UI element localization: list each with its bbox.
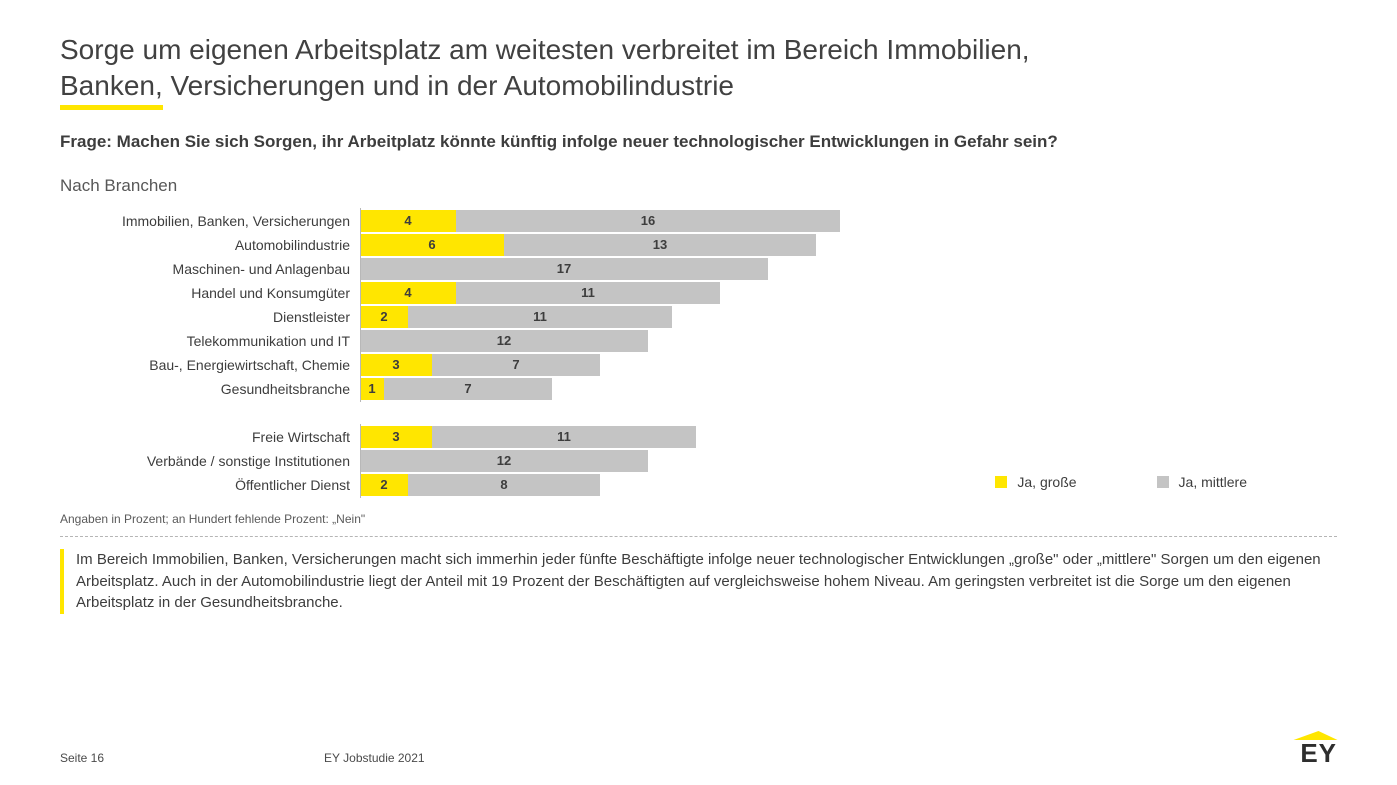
bar-wrap: 12 (360, 330, 648, 352)
summary-accent-bar (60, 549, 64, 614)
bar-wrap: 28 (360, 474, 600, 496)
bar-wrap: 613 (360, 234, 816, 256)
chart-row: Immobilien, Banken, Versicherungen416 (60, 210, 1337, 232)
chart-row: Dienstleister211 (60, 306, 1337, 328)
bar-segment-ja-grosse: 2 (360, 306, 408, 328)
section-divider (60, 536, 1337, 537)
axis-tick (360, 472, 361, 498)
chart-row: Bau-, Energiewirtschaft, Chemie37 (60, 354, 1337, 376)
bar-wrap: 17 (360, 378, 552, 400)
title-line1: Sorge um eigenen Arbeitsplatz am weitest… (60, 34, 1030, 65)
axis-tick (360, 304, 361, 330)
bar-segment-ja-mittlere: 7 (384, 378, 552, 400)
row-label: Telekommunikation und IT (60, 333, 360, 349)
row-label: Handel und Konsumgüter (60, 285, 360, 301)
ey-logo: EY (1293, 731, 1337, 765)
title-line2-underlined: Banken, (60, 68, 163, 109)
row-label: Dienstleister (60, 309, 360, 325)
chart-area: Immobilien, Banken, Versicherungen416Aut… (60, 210, 1337, 496)
bar-segment-ja-mittlere: 12 (360, 330, 648, 352)
chart-row: Verbände / sonstige Institutionen12 (60, 450, 1337, 472)
bar-segment-ja-mittlere: 8 (408, 474, 600, 496)
legend-swatch-icon (995, 476, 1007, 488)
bar-segment-ja-mittlere: 17 (360, 258, 768, 280)
axis-tick (360, 232, 361, 258)
row-label: Maschinen- und Anlagenbau (60, 261, 360, 277)
row-label: Öffentlicher Dienst (60, 477, 360, 493)
bar-segment-ja-grosse: 2 (360, 474, 408, 496)
chart-footnote: Angaben in Prozent; an Hundert fehlende … (60, 512, 1337, 526)
bar-segment-ja-mittlere: 7 (432, 354, 600, 376)
row-label: Bau-, Energiewirtschaft, Chemie (60, 357, 360, 373)
bar-wrap: 37 (360, 354, 600, 376)
legend-label: Ja, große (1017, 474, 1076, 490)
bar-wrap: 211 (360, 306, 672, 328)
legend-swatch-icon (1157, 476, 1169, 488)
row-label: Automobilindustrie (60, 237, 360, 253)
bar-wrap: 411 (360, 282, 720, 304)
legend-label: Ja, mittlere (1179, 474, 1247, 490)
bar-segment-ja-mittlere: 11 (432, 426, 696, 448)
ey-logo-beam-icon (1294, 731, 1341, 740)
bar-segment-ja-grosse: 3 (360, 426, 432, 448)
page-number: Seite 16 (60, 751, 104, 765)
bar-segment-ja-grosse: 1 (360, 378, 384, 400)
bar-wrap: 416 (360, 210, 840, 232)
summary-text: Im Bereich Immobilien, Banken, Versicher… (76, 549, 1337, 614)
chart-row: Handel und Konsumgüter411 (60, 282, 1337, 304)
bar-wrap: 12 (360, 450, 648, 472)
axis-tick (360, 280, 361, 306)
row-label: Gesundheitsbranche (60, 381, 360, 397)
chart-row: Freie Wirtschaft311 (60, 426, 1337, 448)
bar-segment-ja-mittlere: 11 (408, 306, 672, 328)
bar-segment-ja-mittlere: 12 (360, 450, 648, 472)
bar-wrap: 311 (360, 426, 696, 448)
axis-tick (360, 208, 361, 234)
bar-segment-ja-mittlere: 11 (456, 282, 720, 304)
legend-item: Ja, mittlere (1157, 474, 1247, 490)
axis-tick (360, 376, 361, 402)
summary-block: Im Bereich Immobilien, Banken, Versicher… (60, 549, 1337, 614)
axis-tick (360, 256, 361, 282)
chart-row-gap (60, 402, 1337, 424)
legend-item: Ja, große (995, 474, 1076, 490)
bar-segment-ja-grosse: 4 (360, 282, 456, 304)
slide-title: Sorge um eigenen Arbeitsplatz am weitest… (60, 32, 1337, 110)
bar-segment-ja-mittlere: 13 (504, 234, 816, 256)
row-label: Verbände / sonstige Institutionen (60, 453, 360, 469)
chart-subheading: Nach Branchen (60, 176, 1337, 196)
footer-source: EY Jobstudie 2021 (324, 751, 425, 765)
title-line2-rest: Versicherungen und in der Automobilindus… (163, 70, 734, 101)
survey-question: Frage: Machen Sie sich Sorgen, ihr Arbei… (60, 132, 1337, 152)
row-label: Immobilien, Banken, Versicherungen (60, 213, 360, 229)
axis-tick (360, 328, 361, 354)
bar-chart: Immobilien, Banken, Versicherungen416Aut… (60, 210, 1337, 496)
axis-tick (360, 352, 361, 378)
chart-row: Maschinen- und Anlagenbau17 (60, 258, 1337, 280)
bar-segment-ja-grosse: 4 (360, 210, 456, 232)
chart-row: Automobilindustrie613 (60, 234, 1337, 256)
chart-legend: Ja, große Ja, mittlere (995, 474, 1247, 490)
bar-wrap: 17 (360, 258, 768, 280)
bar-segment-ja-grosse: 3 (360, 354, 432, 376)
bar-segment-ja-mittlere: 16 (456, 210, 840, 232)
ey-logo-text: EY (1300, 742, 1337, 765)
axis-tick (360, 448, 361, 474)
chart-row: Telekommunikation und IT12 (60, 330, 1337, 352)
chart-row: Gesundheitsbranche17 (60, 378, 1337, 400)
row-label: Freie Wirtschaft (60, 429, 360, 445)
slide-footer: Seite 16 EY Jobstudie 2021 EY (60, 731, 1337, 765)
bar-segment-ja-grosse: 6 (360, 234, 504, 256)
axis-tick (360, 424, 361, 450)
